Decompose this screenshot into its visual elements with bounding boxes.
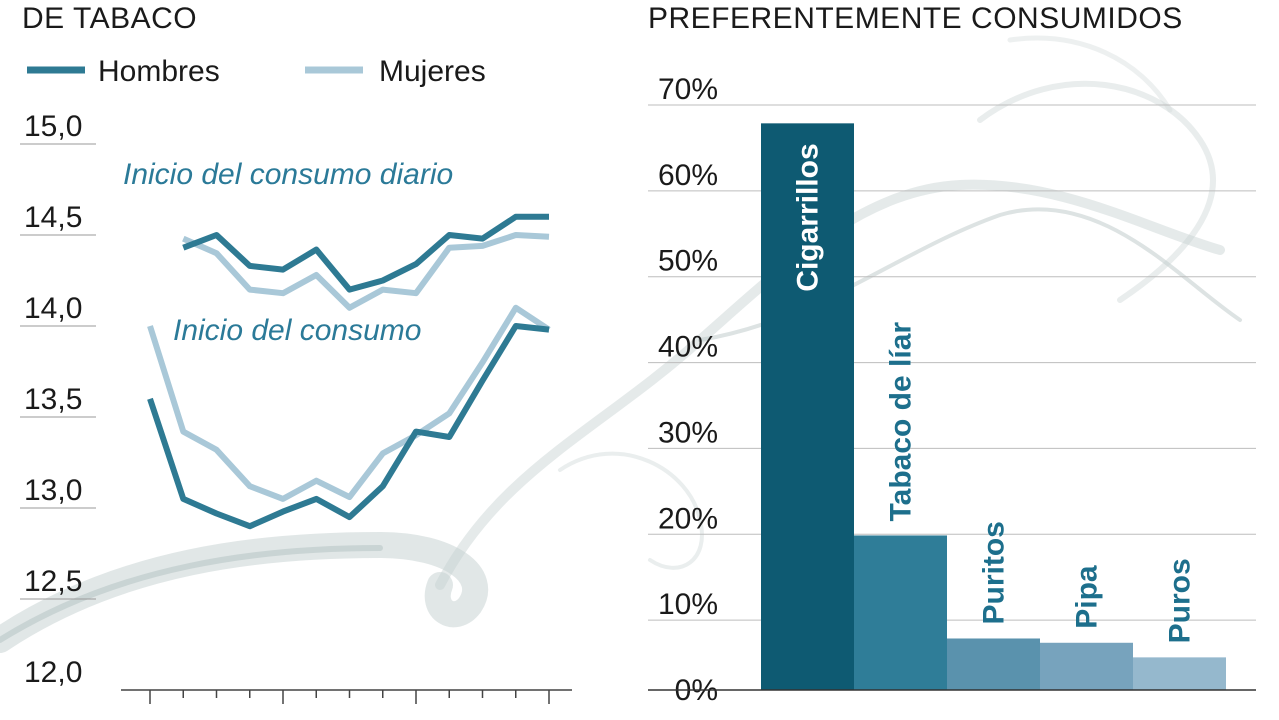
line-y-tick-label: 12,5: [24, 565, 82, 598]
line-x-axis: [121, 689, 572, 704]
series-line-mujeres-inicio: [147, 304, 551, 502]
bar-label-tabaco-de-l-ar: Tabaco de líar: [885, 322, 918, 522]
bar-tabaco-de-l-ar: [854, 535, 947, 690]
bar-y-tick-label: 40%: [658, 331, 718, 364]
series-line-mujeres-diario: [182, 232, 550, 311]
bar-y-tick-labels: 70%60%50%40%30%20%10%0%: [658, 73, 718, 707]
line-y-tick-label: 15,0: [24, 110, 82, 143]
line-series-group: [147, 213, 551, 530]
legend-label-hombres: Hombres: [98, 55, 220, 88]
bar-cigarrillos: [761, 123, 854, 691]
bar-puros: [1133, 657, 1226, 690]
legend-label-mujeres: Mujeres: [379, 55, 486, 88]
bar-label-cigarrillos: Cigarrillos: [792, 143, 825, 291]
bar-y-tick-label: 10%: [658, 588, 718, 621]
annotation-inicio-consumo: Inicio del consumo: [173, 314, 421, 347]
bar-y-grid: [648, 104, 1256, 621]
annotation-inicio-diario: Inicio del consumo diario: [123, 158, 453, 191]
bar-puritos: [947, 638, 1040, 690]
line-chart: DE TABACO Hombres Mujeres 15,0 14,5 14,0 13…: [20, 2, 572, 704]
legend: Hombres Mujeres: [27, 55, 486, 88]
bar-y-tick-label: 50%: [658, 245, 718, 278]
bar-y-tick-label: 30%: [658, 416, 718, 449]
line-y-tick-label: 14,0: [24, 292, 82, 325]
line-y-tick-label: 12,0: [24, 656, 82, 689]
bar-label-puritos: Puritos: [978, 521, 1011, 624]
bar-y-tick-label: 20%: [658, 502, 718, 535]
bar-chart: PREFERENTEMENTE CONSUMIDOS 70% 60% 50% 40% 3…: [648, 2, 1256, 707]
series-line-hombres-inicio: [147, 323, 550, 530]
bar-pipa: [1040, 642, 1133, 690]
bar-label-puros: Puros: [1164, 558, 1197, 643]
line-y-grid: [20, 143, 96, 600]
series-line-hombres-diario: [182, 213, 549, 293]
line-y-tick-labels: 15,0 14,5 14,0 13,5 13,0 12,5 12,0: [24, 110, 82, 689]
line-chart-title: DE TABACO: [22, 2, 197, 35]
bar-series: Cigarrillos Tabaco de líar Puritos Pipa Puro…: [761, 123, 1226, 691]
line-y-tick-label: 13,0: [24, 474, 82, 507]
bar-label-pipa: Pipa: [1071, 565, 1104, 629]
bar-chart-title: PREFERENTEMENTE CONSUMIDOS: [648, 2, 1183, 35]
bar-y-tick-label: 60%: [658, 159, 718, 192]
line-y-tick-label: 13,5: [24, 383, 82, 416]
bar-y-tick-label: 70%: [658, 73, 718, 106]
line-y-tick-label: 14,5: [24, 201, 82, 234]
